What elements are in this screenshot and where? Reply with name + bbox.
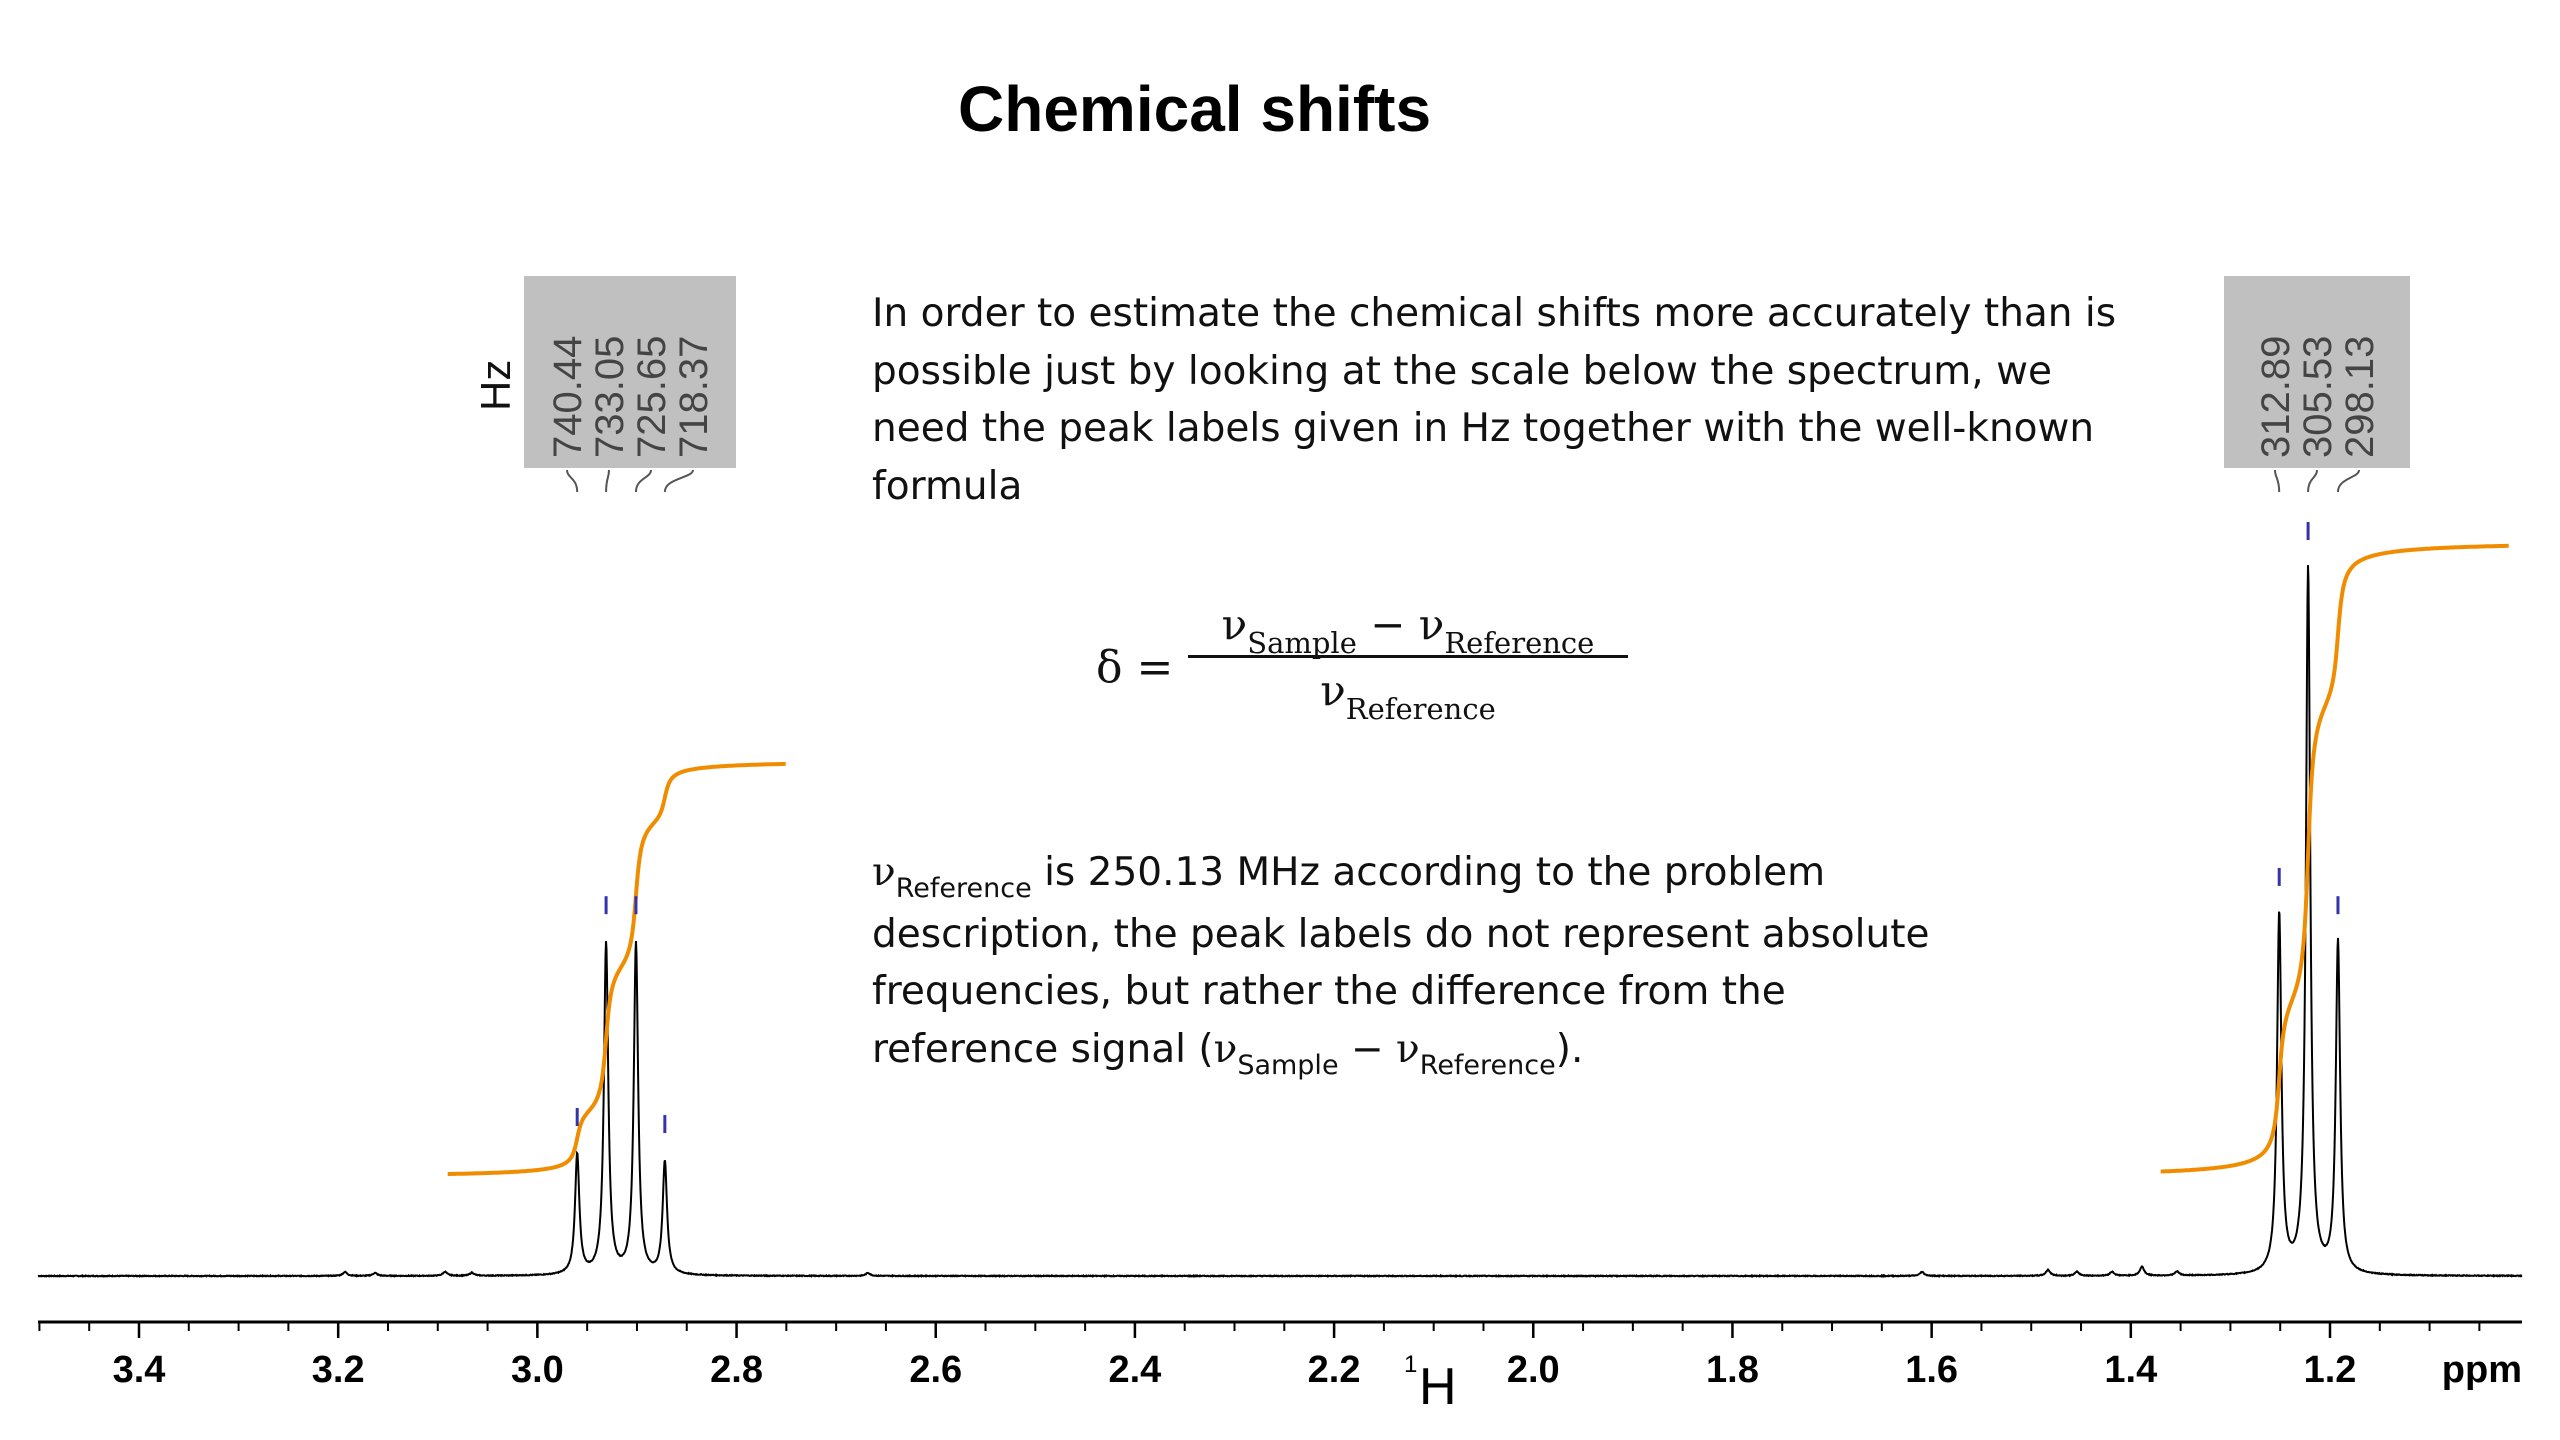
x-tick-label: 2.0 [1507,1349,1560,1391]
x-tick-label: 2.8 [710,1349,763,1391]
nucleus-label: H [1419,1358,1457,1416]
peak-label-connector [2307,469,2318,493]
x-tick-label: 1.4 [2104,1349,2157,1391]
reference-paragraph: νReference is 250.13 MHz according to th… [872,844,1929,1082]
x-tick-label: 2.6 [909,1349,962,1391]
peak-label-box [524,276,736,468]
peak-label: 298.13 [2338,336,2382,458]
x-tick-label: 1.8 [1706,1349,1759,1391]
peak-label: 312.89 [2254,336,2298,458]
integral-curve [447,761,786,1176]
reference-line: reference signal (νSample − νReference). [872,1026,1584,1081]
x-tick-label: 2.4 [1108,1349,1161,1391]
intro-line: In order to estimate the chemical shifts… [872,291,2117,336]
reference-line: νReference is 250.13 MHz according to th… [872,850,1826,904]
peak-label-connector [2274,469,2281,493]
fraction-bar [1188,655,1628,658]
reference-line: description, the peak labels do not repr… [872,911,1930,957]
intro-line: need the peak labels given in Hz togethe… [872,406,2095,451]
intro-line: formula [872,463,1023,509]
intro-paragraph: In order to estimate the chemical shifts… [872,285,2116,515]
peak-label-connector [566,469,579,493]
x-tick-label: 2.2 [1308,1349,1361,1391]
x-tick-label: 1.6 [1905,1349,1958,1391]
peak-label: 718.37 [672,336,716,458]
x-axis-unit-label: ppm [2442,1349,2522,1391]
spectrum-trace [37,565,2523,1279]
nucleus-superscript: 1 [1404,1351,1417,1378]
peak-label: 733.05 [588,336,632,458]
formula-denominator: νReference [1320,666,1496,726]
formula-numerator: νSample − νReference [1221,600,1595,660]
x-tick-label: 3.4 [113,1349,166,1391]
x-tick-label: 3.2 [312,1349,365,1391]
x-tick-label: 1.2 [2304,1349,2357,1391]
peak-label-unit: Hz [472,360,519,411]
integral-curve [2160,543,2509,1174]
peak-label-connector [634,469,652,493]
slide-title: Chemical shifts [958,73,1432,145]
formula-lhs: δ = [1096,642,1174,693]
peak-label: 740.44 [546,336,590,458]
intro-line: possible just by looking at the scale be… [872,348,2052,394]
formula-fraction: νSample − νReference νReference [1188,600,1628,726]
peak-label: 725.65 [630,336,674,458]
peak-label-connector [605,469,610,493]
peak-label: 305.53 [2296,336,2340,458]
peak-label-connector [663,469,694,493]
x-tick-label: 3.0 [511,1349,564,1391]
peak-label-connector [2336,469,2360,493]
peak-label-box [2224,276,2410,468]
reference-line: frequencies, but rather the difference f… [872,969,1786,1014]
